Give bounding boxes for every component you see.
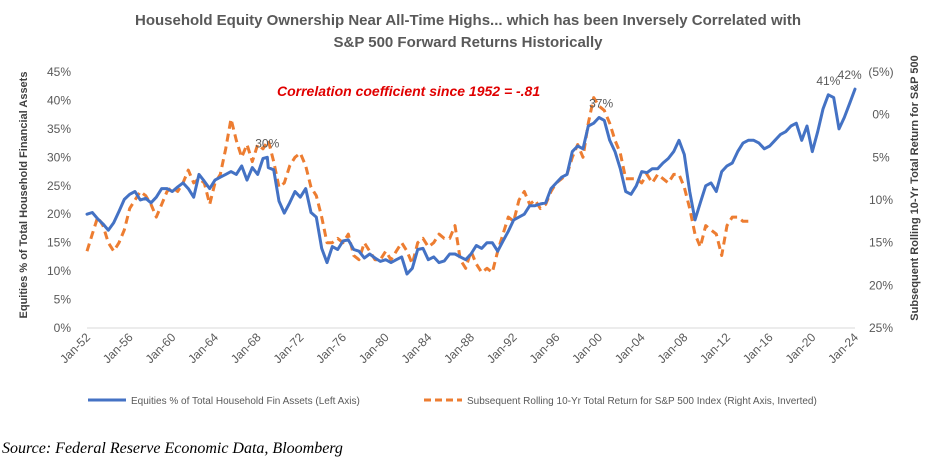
chart-title-line-1: Household Equity Ownership Near All-Time… [135, 12, 801, 29]
legend: Equities % of Total Household Fin Assets… [88, 396, 817, 407]
left-axis-title: Equities % of Total Household Financial … [18, 72, 30, 319]
x-tick-label: Jan-12 [697, 330, 733, 366]
x-tick-label: Jan-84 [399, 330, 435, 366]
left-tick-label: 30% [47, 150, 71, 164]
x-tick-label: Jan-00 [569, 330, 605, 366]
left-tick-label: 45% [47, 65, 71, 79]
x-tick-label: Jan-60 [143, 330, 179, 366]
right-tick-label: 25% [869, 321, 893, 335]
correlation-annotation: Correlation coefficient since 1952 = -.8… [277, 83, 540, 99]
x-tick-label: Jan-16 [740, 330, 776, 366]
right-axis-ticks: (5%) 0% 5% 10% 15% 20% 25% [868, 65, 893, 335]
x-axis-ticks: Jan-52 Jan-56 Jan-60 Jan-64 Jan-68 Jan-72 Jan-… [57, 330, 861, 366]
x-tick-label: Jan-72 [271, 330, 307, 366]
left-tick-label: 10% [47, 264, 71, 278]
right-tick-label: (5%) [868, 65, 893, 79]
x-tick-label: Jan-08 [655, 330, 691, 366]
chart-title-line-2: S&P 500 Forward Returns Historically [334, 34, 604, 51]
x-tick-label: Jan-20 [783, 330, 819, 366]
left-tick-label: 25% [47, 179, 71, 193]
left-tick-label: 20% [47, 207, 71, 221]
series-layer [85, 87, 857, 276]
left-tick-label: 35% [47, 122, 71, 136]
source-note: Source: Federal Reserve Economic Data, B… [2, 440, 343, 457]
right-tick-label: 20% [869, 278, 893, 292]
left-tick-label: 0% [54, 321, 72, 335]
x-tick-label: Jan-88 [441, 330, 477, 366]
x-tick-label: Jan-64 [185, 330, 221, 366]
legend-label-left: Equities % of Total Household Fin Assets… [131, 396, 360, 407]
point-label: 42% [838, 68, 862, 82]
point-label: 37% [589, 97, 613, 111]
x-tick-label: Jan-24 [825, 330, 861, 366]
right-tick-label: 15% [869, 236, 893, 250]
x-tick-label: Jan-04 [612, 330, 648, 366]
point-label: 30% [255, 136, 279, 150]
right-axis-title: Subsequent Rolling 10-Yr Total Return fo… [909, 55, 921, 320]
x-tick-label: Jan-80 [356, 330, 392, 366]
x-tick-label: Jan-92 [484, 330, 520, 366]
point-label: 41% [816, 74, 840, 88]
right-tick-label: 5% [872, 150, 890, 164]
point-annotations: 30% 37% 41%42% [255, 68, 862, 150]
x-tick-label: Jan-96 [527, 330, 563, 366]
right-tick-label: 10% [869, 193, 893, 207]
left-tick-label: 15% [47, 236, 71, 250]
equities-share-line [85, 87, 857, 276]
x-tick-label: Jan-56 [100, 330, 136, 366]
left-tick-label: 5% [54, 293, 72, 307]
x-tick-label: Jan-68 [228, 330, 264, 366]
left-tick-label: 40% [47, 93, 71, 107]
right-tick-label: 0% [872, 108, 890, 122]
x-tick-label: Jan-52 [57, 330, 93, 366]
legend-label-right: Subsequent Rolling 10-Yr Total Return fo… [467, 396, 817, 407]
left-axis-ticks: 0% 5% 10% 15% 20% 25% 30% 35% 40% 45% [47, 65, 71, 335]
x-tick-label: Jan-76 [313, 330, 349, 366]
